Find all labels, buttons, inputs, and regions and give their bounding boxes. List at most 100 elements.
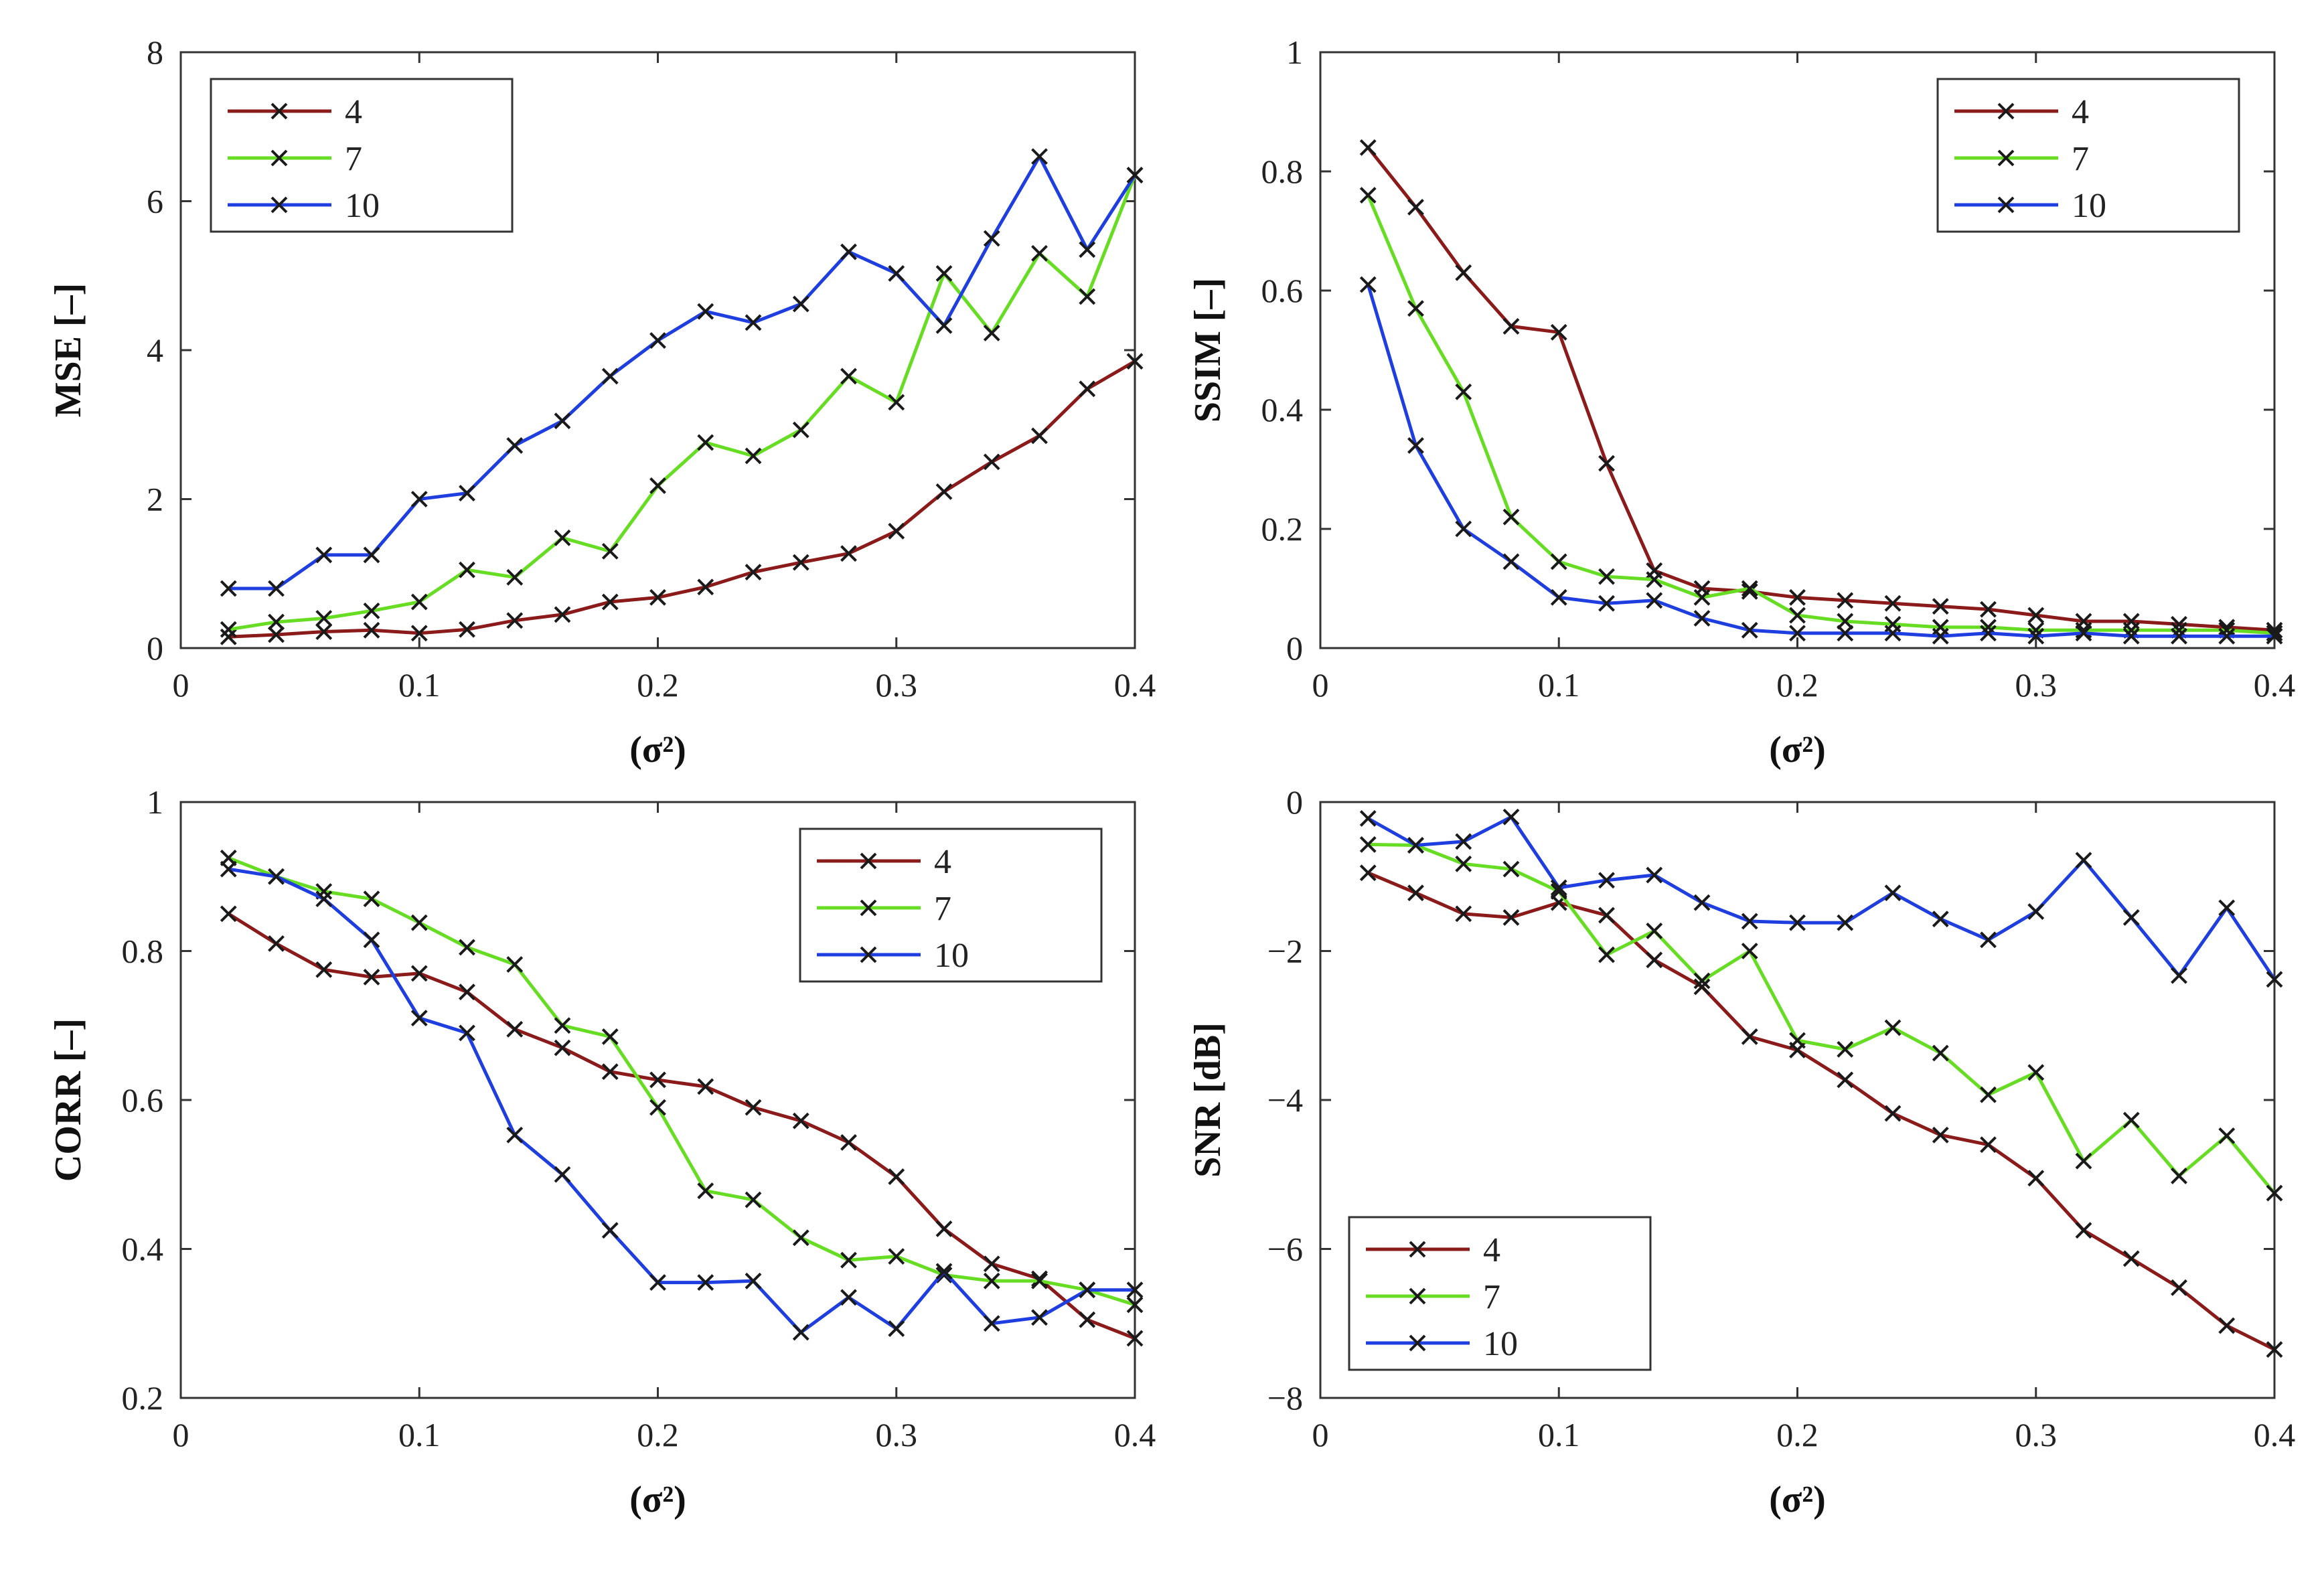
data-point: [649, 1274, 666, 1291]
data-point: [1932, 911, 1949, 928]
legend-item-10: 10: [228, 187, 380, 225]
data-point: [1693, 588, 1711, 606]
data-point: [1359, 810, 1377, 827]
data-point: [410, 491, 428, 507]
y-tick-label: 0: [1286, 783, 1303, 821]
x-tick-label: 0: [173, 1416, 189, 1453]
data-point: [1884, 1019, 1902, 1036]
data-point: [1031, 1270, 1048, 1287]
data-point: [363, 931, 380, 949]
data-point: [983, 1255, 1000, 1273]
data-point: [315, 623, 333, 640]
data-point: [220, 905, 237, 923]
data-point: [554, 1039, 571, 1056]
data-point: [2218, 899, 2236, 917]
data-point: [1502, 808, 1520, 825]
legend-label: 10: [1483, 1325, 1518, 1363]
data-point: [1079, 288, 1096, 305]
data-point: [1646, 571, 1663, 588]
data-point: [459, 939, 475, 956]
legend-label: 4: [934, 843, 951, 881]
legend-item-10: 10: [817, 937, 969, 975]
data-point: [1455, 383, 1472, 400]
y-tick-label: −8: [1267, 1379, 1303, 1417]
data-point: [1646, 951, 1663, 969]
y-tick-label: 4: [147, 331, 163, 369]
data-point: [1031, 244, 1048, 262]
data-point: [935, 317, 953, 334]
data-point: [1598, 946, 1615, 963]
data-point: [745, 447, 762, 465]
series-line-4: [1367, 871, 2276, 1351]
x-axis-label: (σ²): [629, 1479, 686, 1520]
y-axis-label: CORR [–]: [48, 1018, 89, 1182]
data-point: [1079, 241, 1096, 258]
y-tick-label: 6: [147, 183, 163, 220]
legend-item-4: 4: [1954, 93, 2089, 131]
data-point: [1837, 613, 1854, 630]
data-point: [983, 1272, 1000, 1289]
data-point: [2266, 1184, 2283, 1202]
data-point: [410, 625, 428, 642]
data-point: [2171, 1168, 2187, 1184]
data-point: [745, 314, 762, 331]
data-point: [1359, 276, 1377, 293]
data-point: [410, 1010, 428, 1027]
series-line-10: [1367, 815, 2276, 981]
x-tick-label: 0.4: [1114, 1416, 1156, 1453]
series-line-4: [227, 912, 1136, 1340]
legend-marker: [860, 899, 877, 917]
data-point: [1407, 437, 1424, 454]
x-tick-label: 0: [173, 666, 189, 704]
y-tick-label: −4: [1267, 1081, 1303, 1119]
data-point: [506, 568, 524, 586]
x-tick-label: 0.3: [2015, 1416, 2058, 1453]
data-point: [601, 542, 619, 560]
data-point: [268, 580, 285, 597]
legend-label: 7: [1483, 1278, 1500, 1316]
legend-item-7: 7: [1366, 1278, 1500, 1316]
legend-marker: [270, 196, 288, 214]
data-point: [220, 628, 237, 645]
y-tick-label: 0.6: [122, 1081, 164, 1119]
data-point: [792, 554, 809, 571]
data-point: [1693, 894, 1711, 911]
x-tick-label: 0.2: [637, 1416, 679, 1453]
data-point: [1359, 187, 1377, 204]
x-tick-label: 0: [1312, 1416, 1329, 1453]
legend-item-4: 4: [817, 843, 951, 881]
data-point: [792, 421, 809, 439]
data-point: [1789, 914, 1806, 931]
data-point: [363, 546, 380, 564]
legend-label: 7: [934, 890, 951, 928]
data-point: [459, 1024, 475, 1042]
data-point: [1031, 1309, 1048, 1326]
data-point: [840, 1289, 857, 1306]
y-tick-label: 0.8: [122, 933, 164, 970]
data-point: [1932, 1044, 1949, 1062]
data-point: [554, 1017, 571, 1034]
data-point: [1126, 167, 1144, 183]
data-point: [1455, 905, 1472, 923]
data-point: [1598, 872, 1615, 889]
data-point: [459, 621, 475, 638]
data-point: [2075, 1222, 2092, 1239]
legend-item-7: 7: [1954, 140, 2089, 178]
legend-marker: [1409, 1334, 1426, 1352]
data-point: [1884, 625, 1902, 642]
data-point: [745, 1099, 762, 1116]
data-point: [1407, 198, 1424, 216]
series-10: [220, 148, 1144, 597]
data-point: [1502, 317, 1520, 335]
x-axis-label: (σ²): [1769, 729, 1826, 771]
y-tick-label: −2: [1267, 933, 1303, 970]
x-tick-label: 0.3: [2015, 666, 2058, 704]
series-line-10: [228, 155, 1137, 590]
series-line-7: [228, 174, 1137, 631]
legend-label: 7: [2072, 140, 2089, 178]
y-tick-label: 0: [1286, 629, 1303, 667]
data-point: [935, 483, 953, 500]
data-point: [1455, 520, 1472, 538]
legend: 4 7 10: [1936, 78, 2240, 233]
data-point: [1884, 884, 1902, 902]
